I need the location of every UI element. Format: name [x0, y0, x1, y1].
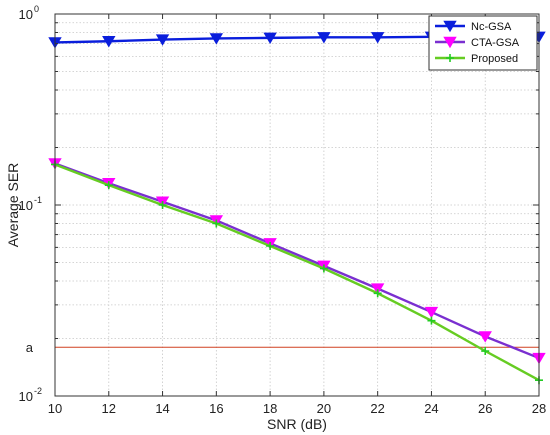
- series-marker: [370, 283, 385, 295]
- x-tick-label: 16: [209, 401, 223, 416]
- legend-label: CTA-GSA: [471, 37, 520, 49]
- legend-entry: CTA-GSA: [435, 36, 520, 49]
- series-line: [54, 163, 540, 382]
- y-tick-label: 10: [19, 7, 33, 22]
- series-marker: [478, 331, 492, 343]
- series-marker: [443, 20, 457, 33]
- series-marker: [424, 306, 439, 319]
- series-marker: [319, 264, 328, 273]
- y-tick-label: 10: [19, 389, 33, 404]
- series-line: [54, 162, 540, 360]
- x-tick-label: 24: [424, 401, 438, 416]
- y-axis-label: Average SER: [5, 163, 21, 248]
- legend-entry: Nc-GSA: [435, 20, 512, 33]
- x-tick-label: 22: [370, 401, 384, 416]
- legend-label: Nc-GSA: [471, 21, 512, 33]
- x-tick-label: 28: [532, 401, 546, 416]
- series-marker: [209, 33, 224, 45]
- x-tick-label: 20: [317, 401, 331, 416]
- series-marker: [212, 219, 221, 228]
- series-marker: [373, 289, 382, 298]
- series-marker: [317, 32, 331, 44]
- series-layer: [48, 31, 546, 385]
- x-tick-label: 10: [48, 401, 62, 416]
- legend: Nc-GSA CTA-GSA Proposed: [428, 15, 538, 71]
- x-tick-label: 18: [263, 401, 277, 416]
- series-marker: [155, 34, 170, 46]
- annotation-layer: a: [26, 340, 539, 355]
- y-tick-exponent: -1: [34, 195, 42, 205]
- series-proposed: [51, 160, 543, 385]
- series-marker: [158, 201, 167, 209]
- series-marker: [266, 242, 275, 251]
- series-marker: [443, 36, 457, 49]
- y-tick-label: 10: [19, 198, 33, 213]
- grid: [54, 14, 540, 397]
- series-marker: [370, 32, 385, 44]
- legend-label: Proposed: [471, 53, 518, 65]
- x-axis-label: SNR (dB): [267, 416, 327, 432]
- y-tick-exponent: 0: [34, 4, 39, 14]
- series-marker: [446, 54, 454, 62]
- annotation-label: a: [26, 340, 34, 355]
- series-marker: [427, 316, 436, 325]
- y-tick-exponent: -2: [34, 386, 42, 396]
- x-tick-label: 12: [102, 401, 116, 416]
- series-marker: [102, 36, 116, 48]
- x-tick-label: 26: [478, 401, 492, 416]
- series-marker: [263, 32, 277, 45]
- series-marker: [104, 181, 113, 190]
- legend-entry: Proposed: [435, 53, 518, 65]
- x-tick-label: 14: [155, 401, 169, 416]
- series-marker: [481, 347, 490, 356]
